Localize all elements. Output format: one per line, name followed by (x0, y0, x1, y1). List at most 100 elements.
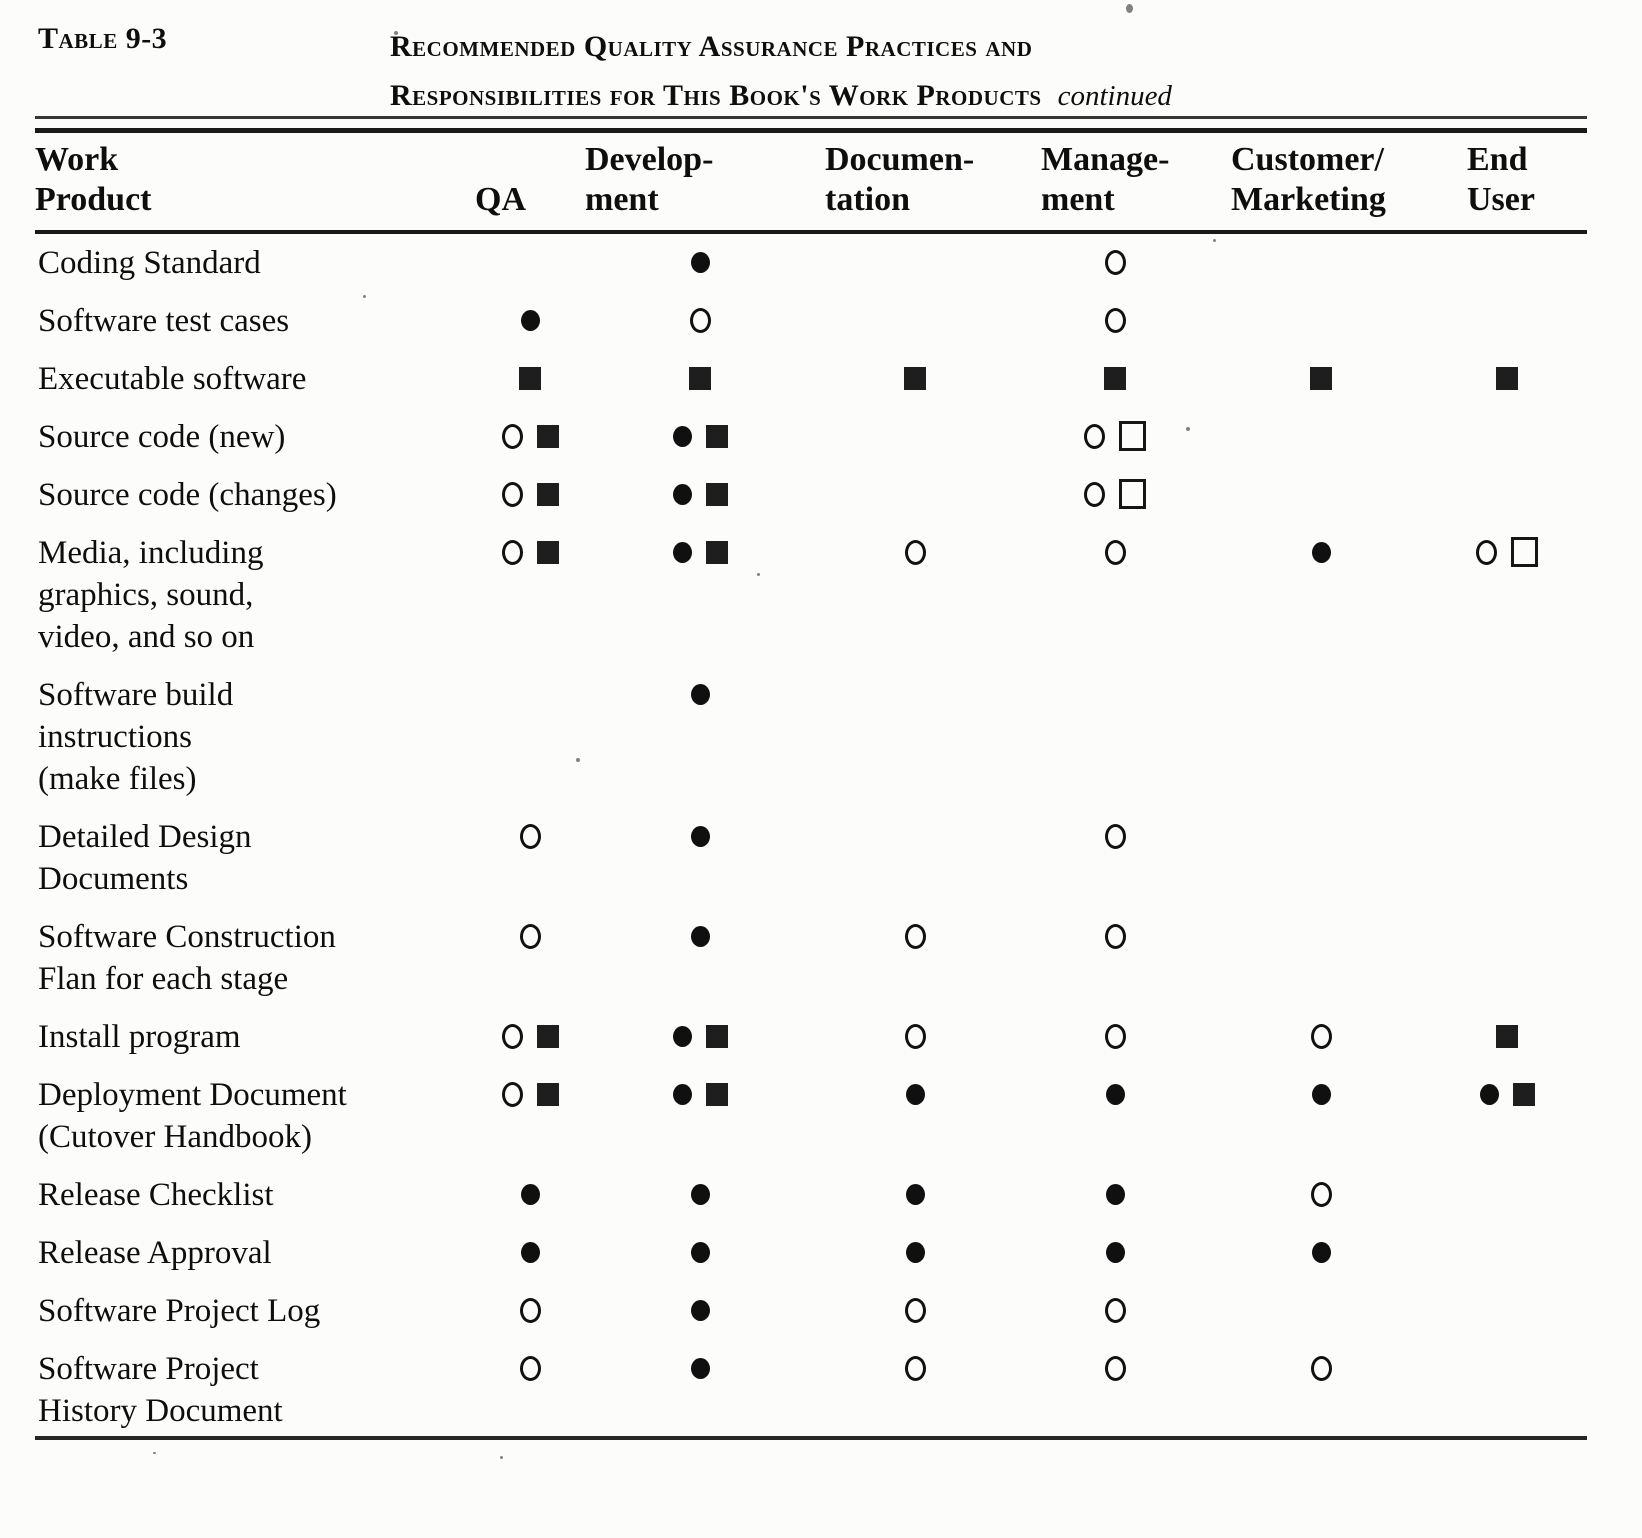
responsibility-cell-management (1015, 1066, 1215, 1166)
filled-circle-icon (1105, 1241, 1125, 1263)
work-product-cell: Executable software (38, 361, 307, 397)
responsibility-cell-customer-marketing (1215, 408, 1427, 466)
work-product-cell: Detailed Design Documents (38, 819, 252, 897)
continued-label: continued (1057, 80, 1172, 112)
open-circle-icon (501, 423, 523, 449)
filled-square-icon (536, 482, 559, 506)
open-circle-icon (1104, 1297, 1126, 1323)
responsibility-cell-end-user (1427, 908, 1587, 1008)
responsibility-cell-customer-marketing (1215, 292, 1427, 350)
filled-circle-icon (1311, 541, 1331, 563)
filled-circle-icon (520, 309, 540, 331)
open-circle-icon (904, 1297, 926, 1323)
scan-speck (500, 1456, 503, 1459)
responsibility-cell-development (585, 1340, 815, 1440)
top-double-rule (35, 116, 1587, 133)
open-circle-icon (519, 923, 541, 949)
open-circle-icon (1104, 823, 1126, 849)
responsibility-cell-end-user (1427, 466, 1587, 524)
filled-circle-icon (672, 541, 692, 563)
filled-square-icon (689, 366, 711, 390)
column-header-management: Manage-ment (1015, 132, 1215, 234)
responsibility-cell-documentation (815, 232, 1015, 292)
responsibility-cell-management (1015, 1282, 1215, 1340)
open-circle-icon (1104, 307, 1126, 333)
filled-circle-icon (690, 1299, 710, 1321)
table-row: Detailed Design Documents (35, 808, 1587, 908)
responsibility-cell-qa (475, 350, 585, 408)
table-title-line-2-text: Responsibilities for This Book's Work Pr… (390, 79, 1042, 112)
scan-speck (1213, 239, 1216, 242)
open-circle-icon (501, 481, 523, 507)
filled-square-icon (1512, 1082, 1535, 1106)
responsibility-cell-end-user (1427, 350, 1587, 408)
responsibility-cell-end-user (1427, 808, 1587, 908)
responsibility-cell-development (585, 1008, 815, 1066)
table-title-line-2: Responsibilities for This Book's Work Pr… (390, 71, 1172, 121)
responsibility-cell-customer-marketing (1215, 350, 1427, 408)
responsibility-cell-development (585, 908, 815, 1008)
filled-circle-icon (520, 1183, 540, 1205)
responsibility-cell-documentation (815, 1340, 1015, 1440)
open-circle-icon (1476, 539, 1497, 565)
responsibility-cell-end-user (1427, 524, 1587, 666)
work-product-cell: Software Construction Flan for each stage (38, 919, 336, 997)
responsibility-cell-customer-marketing (1215, 1340, 1427, 1440)
filled-circle-icon (690, 825, 710, 847)
filled-circle-icon (672, 1025, 692, 1047)
filled-circle-icon (905, 1083, 925, 1105)
responsibility-cell-management (1015, 1166, 1215, 1224)
responsibility-cell-end-user (1427, 292, 1587, 350)
open-circle-icon (519, 1355, 541, 1381)
open-square-icon (1119, 421, 1146, 452)
filled-square-icon (536, 424, 559, 448)
filled-square-icon (705, 1024, 728, 1048)
work-product-cell: Install program (38, 1019, 241, 1055)
table-caption: Table 9-3 Recommended Quality Assurance … (38, 22, 1612, 121)
work-product-cell: Deployment Document (Cutover Handbook) (38, 1077, 347, 1155)
responsibility-cell-documentation (815, 1066, 1015, 1166)
table-row: Source code (new) (35, 408, 1587, 466)
responsibility-cell-qa (475, 1166, 585, 1224)
responsibility-cell-documentation (815, 908, 1015, 1008)
filled-square-icon (1496, 1024, 1518, 1048)
responsibility-cell-documentation (815, 408, 1015, 466)
responsibility-cell-qa (475, 292, 585, 350)
open-circle-icon (501, 1081, 523, 1107)
filled-circle-icon (1311, 1083, 1331, 1105)
filled-circle-icon (672, 483, 692, 505)
filled-square-icon (536, 540, 559, 564)
open-circle-icon (501, 1023, 523, 1049)
responsibility-cell-qa (475, 808, 585, 908)
responsibility-cell-management (1015, 408, 1215, 466)
responsibility-cell-documentation (815, 808, 1015, 908)
filled-square-icon (536, 1082, 559, 1106)
open-circle-icon (519, 823, 541, 849)
open-circle-icon (1310, 1023, 1332, 1049)
table-row: Coding Standard (35, 232, 1587, 292)
responsibility-cell-development (585, 1282, 815, 1340)
responsibility-cell-development (585, 350, 815, 408)
column-header-qa: QA (475, 132, 585, 234)
column-header-customer-marketing: Customer/Marketing (1215, 132, 1427, 234)
filled-square-icon (536, 1024, 559, 1048)
filled-circle-icon (1105, 1083, 1125, 1105)
filled-square-icon (519, 366, 541, 390)
scan-speck (363, 295, 366, 298)
open-circle-icon (519, 1297, 541, 1323)
responsibility-cell-documentation (815, 292, 1015, 350)
responsibility-cell-qa (475, 1282, 585, 1340)
filled-circle-icon (690, 251, 710, 273)
work-product-cell: Software build instructions (make files) (38, 677, 234, 797)
bottom-rule (35, 1436, 1587, 1440)
scan-speck (1186, 427, 1190, 431)
table-row: Software Construction Flan for each stage (35, 908, 1587, 1008)
filled-circle-icon (1479, 1083, 1499, 1105)
responsibility-cell-end-user (1427, 1340, 1587, 1440)
work-product-cell: Source code (new) (38, 419, 286, 455)
responsibility-cell-development (585, 232, 815, 292)
filled-square-icon (1104, 366, 1126, 390)
responsibility-cell-customer-marketing (1215, 524, 1427, 666)
responsibility-cell-customer-marketing (1215, 1066, 1427, 1166)
responsibility-cell-management (1015, 908, 1215, 1008)
